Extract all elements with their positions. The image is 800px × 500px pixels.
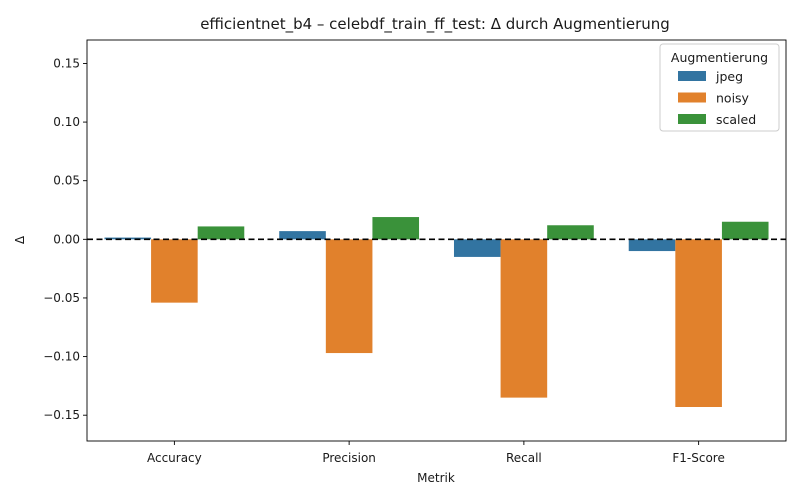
bar-noisy-f1-score (675, 239, 722, 407)
x-tick-label: Accuracy (147, 451, 202, 465)
legend-label-jpeg: jpeg (715, 69, 743, 84)
bar-noisy-accuracy (151, 239, 198, 303)
plot-area: −0.15 −0.10 −0.05 0.00 0.05 0.10 0.15 Accuracy P… (43, 39, 787, 465)
legend-swatch-noisy (678, 92, 706, 103)
bar-jpeg-recall (453, 239, 501, 257)
y-tick-label: −0.10 (43, 350, 80, 364)
bar-scaled-recall (547, 225, 594, 240)
x-axis-label: Metrik (417, 471, 455, 485)
legend-swatch-scaled (678, 114, 706, 124)
x-tick-label: Precision (322, 451, 376, 465)
legend-label-scaled: scaled (716, 112, 756, 127)
bar-noisy-recall (500, 239, 548, 398)
bar-jpeg-precision (279, 231, 326, 240)
bar-jpeg-accuracy (104, 237, 152, 240)
y-tick-label: 0.00 (53, 232, 80, 246)
legend-label-noisy: noisy (716, 91, 750, 106)
y-tick-label: −0.15 (43, 408, 80, 422)
y-tick-label: 0.05 (53, 174, 80, 188)
y-tick-label: −0.05 (43, 291, 80, 305)
x-tick-label: Recall (506, 451, 542, 465)
y-axis-label: Δ (13, 235, 27, 244)
bar-noisy-precision (325, 239, 373, 354)
chart-title: efficientnet_b4 – celebdf_train_ff_test:… (200, 15, 670, 34)
legend: Augmentierung jpeg noisy scaled (659, 43, 780, 132)
bar-scaled-accuracy (197, 226, 245, 240)
y-tick-label: 0.15 (53, 56, 80, 70)
legend-swatch-jpeg (678, 71, 706, 81)
bar-jpeg-f1-score (628, 239, 676, 252)
legend-box (659, 43, 780, 132)
x-tick-label: F1-Score (672, 451, 724, 465)
bar-scaled-precision (372, 217, 420, 240)
legend-title: Augmentierung (671, 50, 768, 65)
axes-frame (86, 39, 787, 442)
bar-scaled-f1-score (721, 221, 769, 240)
y-tick-label: 0.10 (53, 115, 80, 129)
